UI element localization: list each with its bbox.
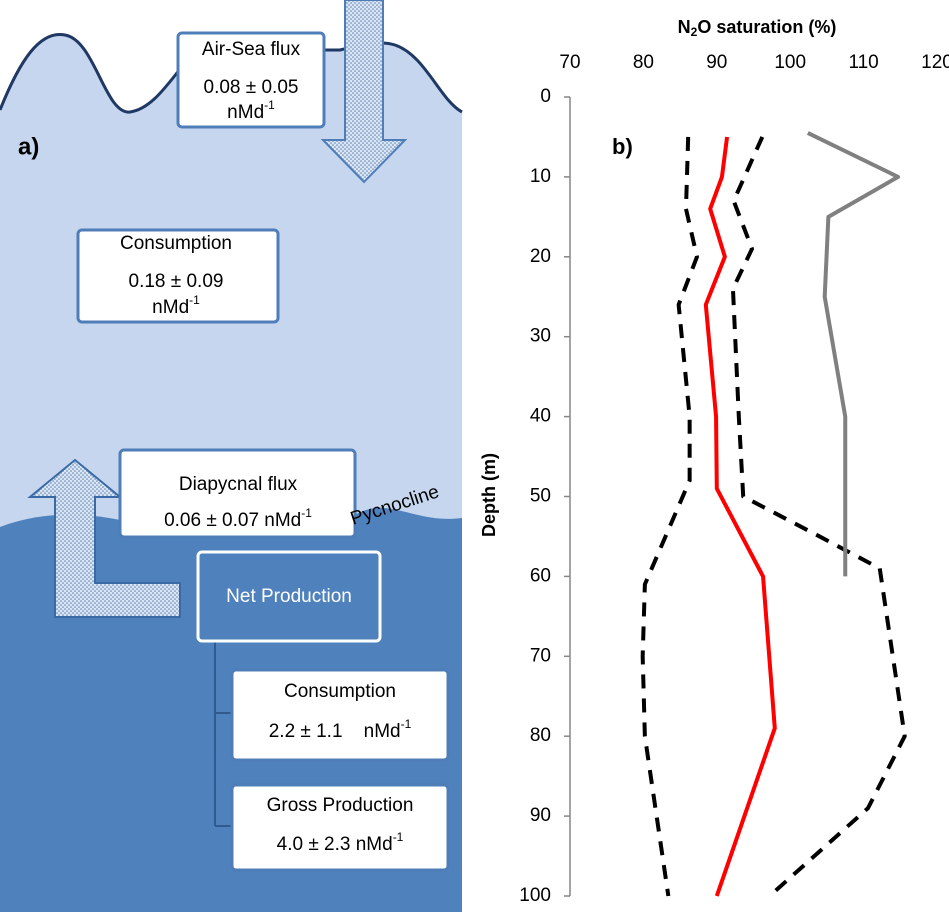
air-sea-title: Air-Sea flux	[202, 39, 301, 60]
diapycnal-title: Diapycnal flux	[179, 474, 298, 495]
consumption-upper-value: 0.18 ± 0.09	[129, 271, 224, 292]
air-sea-unit: nMd-1	[227, 98, 275, 123]
net-production-box	[196, 550, 382, 643]
air-sea-value: 0.08 ± 0.05	[204, 77, 299, 98]
x-tick-label: 100	[774, 52, 806, 73]
x-axis-label: N2O saturation (%)	[678, 17, 837, 39]
series-line	[730, 136, 907, 898]
gross-production-title: Gross Production	[267, 795, 414, 816]
series-line	[806, 131, 901, 577]
consumption-upper-box	[76, 228, 280, 324]
y-tick-label: 0	[540, 86, 551, 107]
x-tick-label: 110	[848, 52, 878, 73]
panel-b: N2O saturation (%) Depth (m) b) 70 80 90 10…	[479, 17, 949, 906]
consumption-upper-title: Consumption	[120, 233, 232, 254]
tree-lines	[214, 641, 232, 827]
series-line	[640, 136, 699, 897]
x-tick-label: 120	[921, 52, 949, 73]
air-sea-box	[176, 31, 326, 129]
panel-a: a) Air-Sea flux 0.08 ± 0.05 nMd-1 Consum…	[0, 0, 463, 912]
y-tick-label: 50	[530, 486, 551, 507]
diapycnal-value: 0.06 ± 0.07 nMd-1	[164, 506, 312, 531]
consumption-lower-title: Consumption	[284, 681, 396, 702]
y-tick-label: 90	[530, 805, 551, 826]
y-tick-label: 80	[530, 725, 551, 746]
y-tick-label: 70	[530, 645, 551, 666]
sea-surface	[0, 32, 463, 114]
gross-production-box	[230, 783, 450, 872]
series-line	[703, 136, 777, 897]
consumption-lower-value: 2.2 ± 1.1 nMd-1	[269, 717, 412, 742]
panel-label: b)	[612, 134, 633, 159]
y-tick-label: 30	[530, 326, 551, 347]
net-production-label: Net Production	[226, 586, 352, 607]
x-tick-label: 90	[706, 52, 727, 73]
gross-production-value: 4.0 ± 2.3 nMd-1	[277, 830, 404, 855]
y-tick-label: 10	[530, 166, 551, 187]
x-tick-label: 80	[633, 52, 654, 73]
diapycnal-arrow	[27, 458, 181, 618]
consumption-upper-unit: nMd-1	[152, 293, 200, 318]
x-tick-label: 70	[559, 52, 580, 73]
consumption-lower-box	[230, 668, 450, 762]
y-tick-label: 40	[530, 406, 551, 427]
diapycnal-box	[118, 448, 357, 539]
y-tick-label: 20	[530, 246, 551, 267]
y-axis-label: Depth (m)	[479, 453, 499, 537]
panel-label: a)	[18, 133, 39, 160]
y-tick-label: 60	[530, 565, 551, 586]
air-sea-arrow	[320, 0, 408, 184]
y-tick-label: 100	[519, 885, 551, 906]
